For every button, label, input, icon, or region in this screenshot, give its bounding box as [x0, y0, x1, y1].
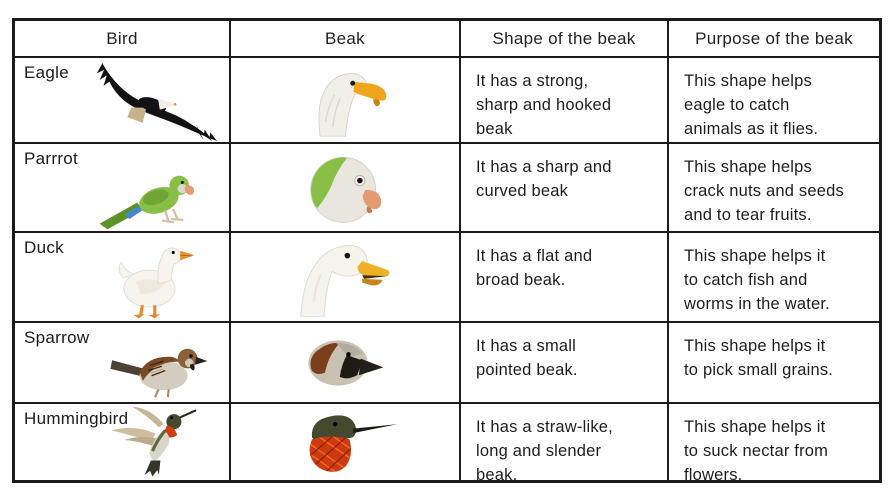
table-row-parrot: Parrrot I: [15, 144, 879, 233]
header-bird: Bird: [15, 21, 231, 58]
bird-name-label: Sparrow: [24, 328, 90, 347]
parrot-shape-text: It has a sharp and curved beak: [461, 144, 669, 233]
hummingbird-beak-image: [309, 415, 398, 472]
eagle-bird-cell: Eagle: [15, 58, 231, 144]
hummingbird-bird-cell: Hummingbird: [15, 404, 231, 480]
duck-bird-image: [118, 247, 195, 319]
header-purpose: Purpose of the beak: [669, 21, 879, 58]
duck-beak-image: [300, 244, 390, 317]
sparrow-purpose-text: This shape helps it to pick small grains…: [669, 323, 879, 404]
table-row-duck: Duck It h: [15, 233, 879, 323]
eagle-bird-image: [96, 62, 218, 142]
parrot-bird-image: [99, 175, 195, 230]
eagle-shape-text: It has a strong, sharp and hooked beak: [461, 58, 669, 144]
header-shape: Shape of the beak: [461, 21, 669, 58]
table-row-hummingbird: Hummingbird: [15, 404, 879, 480]
eagle-purpose-text: This shape helps eagle to catch animals …: [669, 58, 879, 144]
bird-name-label: Parrrot: [24, 149, 79, 168]
duck-shape-text: It has a flat and broad beak.: [461, 233, 669, 323]
header-beak: Beak: [231, 21, 461, 58]
parrot-beak-cell: [231, 144, 461, 233]
header-row: Bird Beak Shape of the beak Purpose of t…: [15, 21, 879, 58]
sparrow-beak-cell: [231, 323, 461, 404]
sparrow-bird-cell: Sparrow: [15, 323, 231, 404]
sparrow-bird-image: [110, 348, 208, 398]
table-row-sparrow: Sparrow: [15, 323, 879, 404]
hummingbird-shape-text: It has a straw-like, long and slender be…: [461, 404, 669, 480]
duck-beak-cell: [231, 233, 461, 323]
parrot-beak-image: [310, 156, 382, 223]
eagle-beak-image: [318, 73, 387, 137]
bird-name-label: Eagle: [24, 63, 69, 82]
parrot-purpose-text: This shape helps crack nuts and seeds an…: [669, 144, 879, 233]
bird-beak-table: Bird Beak Shape of the beak Purpose of t…: [12, 18, 882, 483]
hummingbird-bird-image: [111, 406, 197, 477]
bird-name-label: Hummingbird: [24, 409, 129, 428]
duck-purpose-text: This shape helps it to catch fish and wo…: [669, 233, 879, 323]
bird-name-label: Duck: [24, 238, 64, 257]
hummingbird-beak-cell: [231, 404, 461, 480]
table-row-eagle: Eagle It: [15, 58, 879, 144]
parrot-bird-cell: Parrrot: [15, 144, 231, 233]
duck-bird-cell: Duck: [15, 233, 231, 323]
eagle-beak-cell: [231, 58, 461, 144]
sparrow-beak-image: [308, 339, 384, 386]
hummingbird-purpose-text: This shape helps it to suck nectar from …: [669, 404, 879, 480]
sparrow-shape-text: It has a small pointed beak.: [461, 323, 669, 404]
